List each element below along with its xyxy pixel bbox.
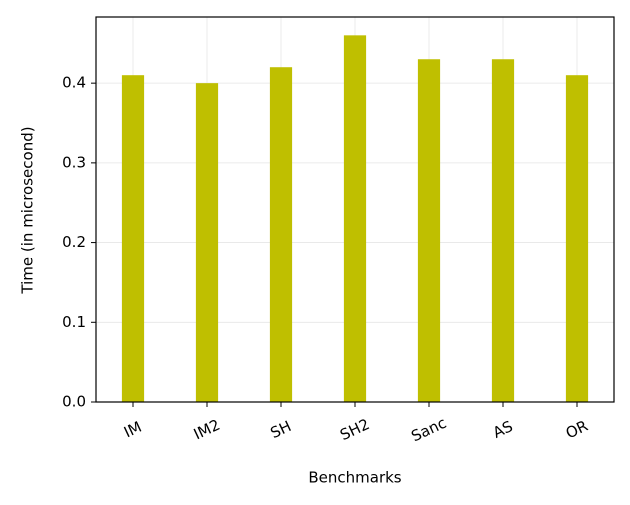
x-axis-label: Benchmarks bbox=[308, 469, 401, 487]
bar bbox=[343, 35, 367, 402]
x-tick-label: SH2 bbox=[337, 415, 372, 444]
plot-frame bbox=[95, 16, 615, 403]
x-tick-label: OR bbox=[563, 417, 591, 443]
x-tick-label: AS bbox=[490, 417, 516, 442]
bar bbox=[195, 83, 219, 402]
y-axis-label: Time (in microsecond) bbox=[19, 126, 37, 294]
bar bbox=[565, 75, 589, 402]
bar bbox=[269, 67, 293, 402]
y-tick-label: 0.1 bbox=[62, 313, 86, 331]
bar bbox=[417, 59, 441, 403]
y-tick-label: 0.4 bbox=[62, 74, 86, 92]
bar bbox=[121, 75, 145, 402]
x-tick-label: Sanc bbox=[408, 414, 449, 446]
x-tick-label: IM bbox=[121, 418, 144, 442]
y-tick-label: 0.3 bbox=[62, 153, 86, 171]
y-tick-label: 0.0 bbox=[62, 393, 86, 411]
bar bbox=[491, 59, 515, 403]
x-tick-label: IM2 bbox=[191, 416, 223, 444]
x-tick-label: SH bbox=[268, 417, 294, 442]
y-tick-label: 0.2 bbox=[62, 233, 86, 251]
